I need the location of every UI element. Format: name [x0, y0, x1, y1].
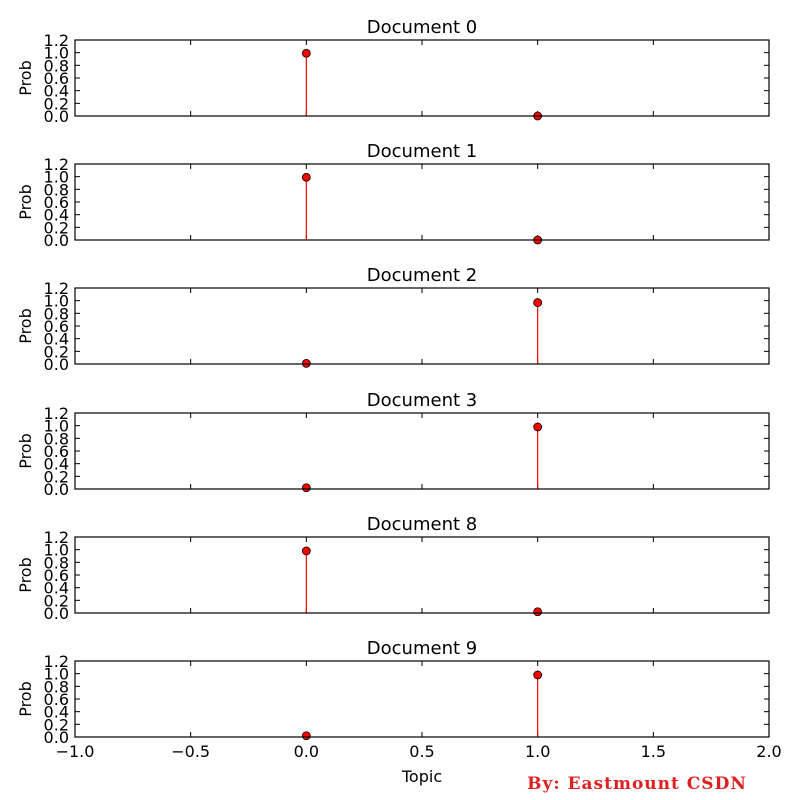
- y-tick-label: 1.0: [44, 417, 69, 436]
- y-axis-label: Prob: [16, 681, 35, 717]
- y-tick-label: 1.2: [44, 31, 69, 50]
- y-tick-label: 0.2: [44, 715, 69, 734]
- y-tick-label: 0.0: [44, 480, 69, 499]
- stem-marker: [533, 298, 543, 307]
- y-tick-label: 0.6: [44, 690, 69, 709]
- y-tick-label: 0.2: [44, 591, 69, 610]
- y-tick-label: 1.2: [44, 528, 69, 547]
- y-tick-label: 0.6: [44, 442, 69, 461]
- y-tick-label: 0.4: [44, 330, 69, 349]
- y-tick-label: 0.4: [44, 82, 69, 101]
- subplot-title-3: Document 3: [367, 390, 477, 411]
- y-tick-label: 0.4: [44, 455, 69, 474]
- x-tick-label: −1.0: [56, 742, 95, 761]
- y-tick-label: 1.0: [44, 292, 69, 311]
- watermark-text: By: Eastmount CSDN: [527, 774, 747, 794]
- axes-frame: [74, 39, 770, 117]
- y-tick-label: 0.6: [44, 69, 69, 88]
- y-tick-label: 1.2: [44, 652, 69, 671]
- stem-marker: [301, 483, 311, 493]
- stem-marker: [301, 48, 311, 58]
- y-tick-label: 0.8: [44, 429, 69, 448]
- y-tick-label: 0.2: [44, 218, 69, 237]
- y-tick-label: 0.8: [44, 553, 69, 572]
- y-axis-label: Prob: [16, 433, 35, 469]
- y-tick-label: 1.0: [44, 44, 69, 63]
- y-tick-label: 0.0: [44, 231, 69, 250]
- x-tick-label: 0.5: [409, 742, 434, 761]
- axes-frame: [74, 660, 770, 738]
- y-tick-label: 0.2: [44, 342, 69, 361]
- y-tick-label: 0.8: [44, 677, 69, 696]
- y-tick-label: 0.0: [44, 355, 69, 374]
- x-axis-label: Topic: [401, 767, 442, 786]
- y-tick-label: 0.8: [44, 56, 69, 75]
- y-axis-label: Prob: [16, 557, 35, 593]
- x-tick-label: 0.0: [294, 742, 319, 761]
- axes-frame: [74, 163, 770, 241]
- y-tick-label: 0.8: [44, 304, 69, 323]
- y-tick-label: 0.2: [44, 467, 69, 486]
- x-tick-label: 2.0: [756, 742, 781, 761]
- subplot-title-2: Document 2: [367, 265, 477, 286]
- x-tick-label: −0.5: [171, 742, 210, 761]
- y-tick-label: 0.6: [44, 566, 69, 585]
- y-axis-label: Prob: [16, 308, 35, 344]
- y-tick-label: 1.2: [44, 279, 69, 298]
- stem-marker: [301, 546, 311, 556]
- y-tick-label: 1.0: [44, 168, 69, 187]
- y-tick-label: 0.0: [44, 728, 69, 747]
- y-tick-label: 0.4: [44, 703, 69, 722]
- stem-marker: [301, 172, 311, 182]
- y-tick-label: 1.0: [44, 541, 69, 560]
- subplot-title-1: Document 1: [367, 141, 477, 162]
- stem-marker: [301, 731, 311, 741]
- y-tick-label: 1.2: [44, 404, 69, 423]
- y-tick-label: 0.6: [44, 193, 69, 212]
- y-tick-label: 1.2: [44, 155, 69, 174]
- stem-marker: [533, 422, 543, 432]
- axes-frame: [74, 536, 770, 614]
- stem-marker: [533, 670, 543, 680]
- y-tick-label: 0.4: [44, 579, 69, 598]
- axes-frame: [74, 412, 770, 490]
- y-tick-label: 1.0: [44, 665, 69, 684]
- y-tick-label: 0.8: [44, 180, 69, 199]
- subplot-title-4: Document 8: [367, 514, 477, 535]
- y-tick-label: 0.0: [44, 604, 69, 623]
- y-axis-label: Prob: [16, 60, 35, 96]
- y-tick-label: 0.2: [44, 94, 69, 113]
- subplot-title-5: Document 9: [367, 638, 477, 659]
- x-tick-label: 1.0: [525, 742, 550, 761]
- stem-marker: [533, 607, 543, 617]
- subplot-title-0: Document 0: [367, 17, 477, 38]
- y-tick-label: 0.4: [44, 206, 69, 225]
- y-tick-label: 0.0: [44, 107, 69, 126]
- y-tick-label: 0.6: [44, 317, 69, 336]
- y-axis-label: Prob: [16, 184, 35, 220]
- stem-marker: [301, 358, 311, 368]
- axes-frame: [74, 287, 770, 365]
- x-tick-label: 1.5: [641, 742, 666, 761]
